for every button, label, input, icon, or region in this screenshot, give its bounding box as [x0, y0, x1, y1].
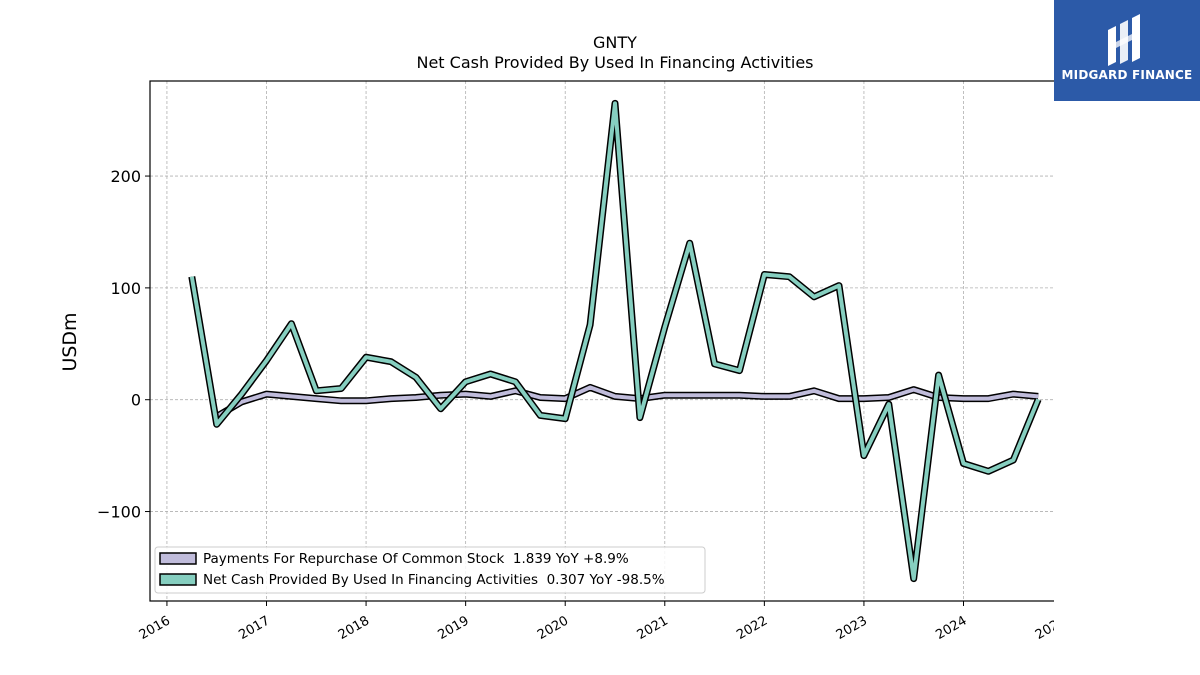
y-tick-label: 100 — [110, 279, 141, 298]
y-tick-label: −100 — [97, 503, 141, 522]
legend-box — [154, 546, 706, 594]
y-tick-label: 0 — [131, 391, 141, 410]
midgard-logo-icon — [1108, 14, 1140, 66]
series-1-outline — [188, 99, 1042, 583]
grid-lines — [150, 81, 1054, 601]
x-tick-label: 2024 — [933, 613, 969, 643]
y-axis-label: USDm — [59, 312, 81, 371]
brand-logo: MIDGARD FINANCE — [1054, 0, 1200, 101]
chart-title: GNTY — [593, 33, 637, 52]
legend-label-financing: Net Cash Provided By Used In Financing A… — [203, 572, 665, 588]
x-tick-label: 2021 — [635, 613, 671, 643]
x-tick-label: 2020 — [535, 613, 571, 643]
logo-text: MIDGARD FINANCE — [1061, 68, 1193, 82]
x-tick-label: 2016 — [137, 613, 173, 643]
chart-subtitle: Net Cash Provided By Used In Financing A… — [416, 53, 813, 72]
x-tick-label: 2019 — [435, 613, 471, 643]
x-tick-label: 2018 — [336, 613, 372, 643]
x-axis: 2016 2017 2018 2019 2020 2021 2022 2023 2024 2025 — [137, 601, 1054, 643]
plot-frame — [149, 80, 1054, 602]
series-0-line — [215, 385, 1039, 419]
x-tick-label: 2017 — [236, 613, 272, 643]
x-tick-label: 2025 — [1033, 613, 1054, 643]
y-axis: −100 0 100 200 — [97, 167, 150, 522]
legend: Payments For Repurchase Of Common Stock … — [154, 546, 706, 594]
x-tick-label: 2022 — [734, 613, 770, 643]
chart-canvas: GNTY Net Cash Provided By Used In Financ… — [59, 33, 1054, 643]
y-tick-label: 200 — [110, 167, 141, 186]
series-1-line — [189, 101, 1041, 581]
x-tick-label: 2023 — [834, 613, 870, 643]
legend-swatch-repurchase — [159, 552, 197, 565]
legend-label-repurchase: Payments For Repurchase Of Common Stock … — [203, 551, 629, 567]
series-layer — [188, 99, 1042, 583]
legend-swatch-financing — [159, 573, 197, 586]
